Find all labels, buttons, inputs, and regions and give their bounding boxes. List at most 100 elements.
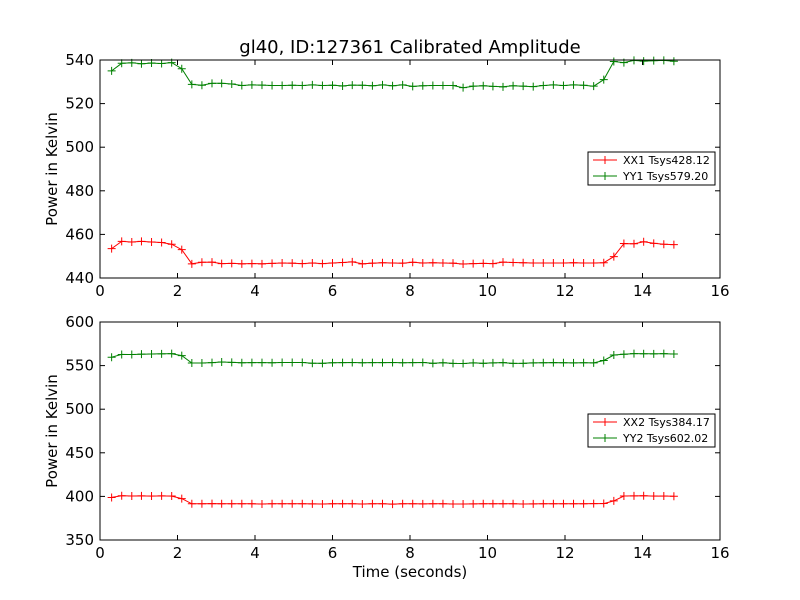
data-point-marker [197, 358, 206, 367]
data-point-marker [398, 358, 407, 367]
data-point-marker [609, 350, 618, 359]
data-point-marker [499, 499, 507, 508]
data-point-marker [619, 239, 628, 248]
data-point-marker [207, 358, 216, 367]
data-point-marker [549, 80, 558, 89]
data-point-marker [428, 359, 437, 368]
data-point-marker [569, 258, 578, 267]
data-point-marker [257, 81, 266, 90]
data-point-marker [368, 259, 377, 268]
data-point-marker [257, 358, 266, 367]
x-tick-label: 16 [710, 282, 729, 300]
data-point-marker [449, 359, 458, 368]
data-point-marker [187, 259, 196, 268]
data-point-marker [388, 81, 397, 90]
data-point-marker [499, 258, 507, 267]
data-point-marker [649, 239, 658, 248]
data-point-marker [599, 499, 608, 508]
x-tick-label: 14 [633, 544, 652, 562]
data-point-marker [117, 237, 126, 246]
data-point-marker [147, 238, 156, 247]
data-point-marker [408, 258, 417, 267]
data-point-marker [659, 240, 668, 249]
data-point-marker [247, 499, 256, 508]
legend-swatch-marker [601, 172, 609, 180]
data-point-marker [288, 499, 297, 508]
x-tick-label: 2 [173, 544, 183, 562]
data-point-marker [157, 491, 166, 500]
y-tick-label: 450 [65, 444, 94, 462]
data-point-marker [338, 81, 347, 90]
data-point-marker [197, 81, 206, 90]
data-point-marker [529, 258, 538, 267]
x-tick-label: 12 [555, 282, 574, 300]
x-tick-label: 10 [478, 544, 497, 562]
data-point-marker [237, 499, 246, 508]
data-point-marker [237, 358, 246, 367]
data-point-marker [268, 259, 277, 268]
data-point-marker [469, 358, 478, 367]
data-point-marker [479, 259, 488, 268]
data-point-marker [649, 349, 658, 358]
legend-swatch-marker [601, 156, 609, 164]
legend-box [587, 413, 716, 448]
data-point-marker [469, 82, 478, 91]
data-point-marker [107, 66, 116, 75]
data-point-marker [157, 238, 166, 247]
data-point-marker [318, 359, 327, 368]
data-point-marker [177, 494, 186, 503]
data-point-marker [579, 81, 588, 90]
legend-box [587, 151, 716, 186]
x-tick-label: 12 [555, 544, 574, 562]
data-point-marker [217, 79, 226, 88]
data-point-marker [187, 499, 196, 508]
data-point-marker [609, 57, 618, 66]
x-tick-label: 4 [250, 544, 260, 562]
data-point-marker [288, 81, 297, 90]
data-point-marker [579, 258, 588, 267]
data-point-marker [358, 259, 367, 268]
data-point-marker [669, 240, 678, 249]
data-point-marker [368, 358, 377, 367]
data-point-marker [529, 82, 538, 91]
data-point-marker [469, 499, 478, 508]
top-plot: 0 2 4 6 8 10 12 14 16 440 460 480 500 520 540 Power in … [43, 51, 730, 300]
data-point-marker [438, 358, 447, 367]
data-point-marker [589, 358, 598, 367]
x-tick-label: 6 [328, 282, 338, 300]
data-point-marker [589, 499, 598, 508]
data-point-marker [559, 81, 568, 90]
data-point-marker [237, 259, 246, 268]
data-point-marker [639, 237, 648, 246]
data-point-marker [488, 358, 497, 367]
data-point-marker [278, 499, 287, 508]
data-point-marker [479, 499, 488, 508]
data-point-marker [107, 493, 116, 502]
data-point-marker [469, 259, 478, 268]
data-point-marker [388, 358, 397, 367]
data-point-marker [659, 349, 668, 358]
data-point-marker [157, 59, 166, 68]
data-point-marker [499, 358, 507, 367]
legend-label: XX1 Tsys428.12 [623, 154, 710, 167]
y-tick-label: 540 [65, 51, 94, 69]
data-point-marker [348, 358, 357, 367]
data-point-marker [247, 358, 256, 367]
data-point-marker [418, 499, 427, 508]
y-tick-label: 500 [65, 400, 94, 418]
data-point-marker [268, 358, 277, 367]
data-point-marker [157, 349, 166, 358]
legend-swatch-marker [601, 418, 609, 426]
data-point-marker [298, 358, 307, 367]
data-point-marker [609, 252, 618, 261]
data-point-marker [187, 80, 196, 89]
data-point-marker [649, 56, 658, 65]
data-point-marker [639, 57, 648, 66]
data-point-marker [338, 358, 347, 367]
data-point-marker [328, 258, 337, 267]
data-point-marker [599, 356, 608, 365]
data-point-marker [227, 259, 236, 268]
data-point-marker [338, 258, 347, 267]
data-point-marker [117, 350, 126, 359]
